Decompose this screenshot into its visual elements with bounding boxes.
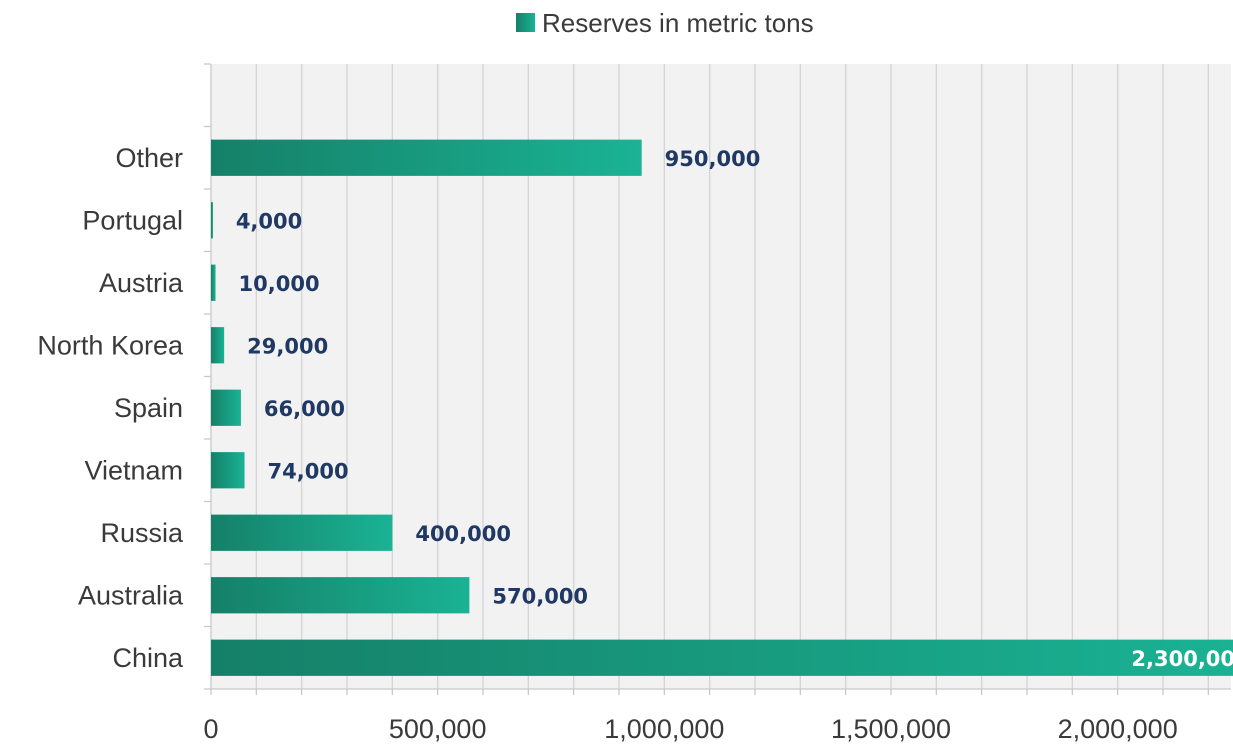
bar-russia: [211, 514, 393, 551]
x-tick-label: 1,500,000: [831, 714, 951, 744]
data-label: 66,000: [264, 397, 345, 421]
category-label: North Korea: [37, 330, 184, 360]
labels: China 2,300,000 Australia 570,000 Russia 400,…: [37, 143, 1233, 744]
category-label: Russia: [100, 518, 184, 548]
legend: Reserves in metric tons: [516, 8, 814, 38]
bar-china: [211, 639, 1233, 676]
legend-label: Reserves in metric tons: [542, 8, 814, 38]
category-label: Spain: [114, 393, 183, 423]
bar-portugal: [211, 202, 213, 239]
data-label: 950,000: [665, 147, 761, 171]
bar-other: [211, 139, 642, 176]
category-label: Portugal: [82, 205, 183, 235]
data-label: 74,000: [268, 459, 349, 483]
data-label: 400,000: [415, 522, 511, 546]
data-label: 4,000: [236, 209, 302, 233]
x-tick-label: 1,000,000: [604, 714, 724, 744]
bars: [211, 139, 1233, 676]
category-label: Austria: [99, 268, 184, 298]
bar-austria: [211, 264, 216, 301]
data-label: 10,000: [239, 272, 320, 296]
bar-vietnam: [211, 452, 245, 489]
legend-swatch: [516, 13, 535, 32]
data-label: 570,000: [492, 584, 588, 608]
category-label: Australia: [78, 580, 184, 610]
bar-north-korea: [211, 327, 225, 364]
data-label: 2,300,000: [1131, 647, 1233, 671]
bar-australia: [211, 577, 470, 614]
category-label: Other: [115, 143, 183, 173]
category-label: Vietnam: [84, 455, 183, 485]
category-label: China: [112, 643, 184, 673]
bar-spain: [211, 389, 241, 426]
x-tick-label: 0: [203, 714, 218, 744]
x-tick-label: 2,000,000: [1058, 714, 1178, 744]
x-tick-label: 500,000: [389, 714, 487, 744]
data-label: 29,000: [247, 334, 328, 358]
